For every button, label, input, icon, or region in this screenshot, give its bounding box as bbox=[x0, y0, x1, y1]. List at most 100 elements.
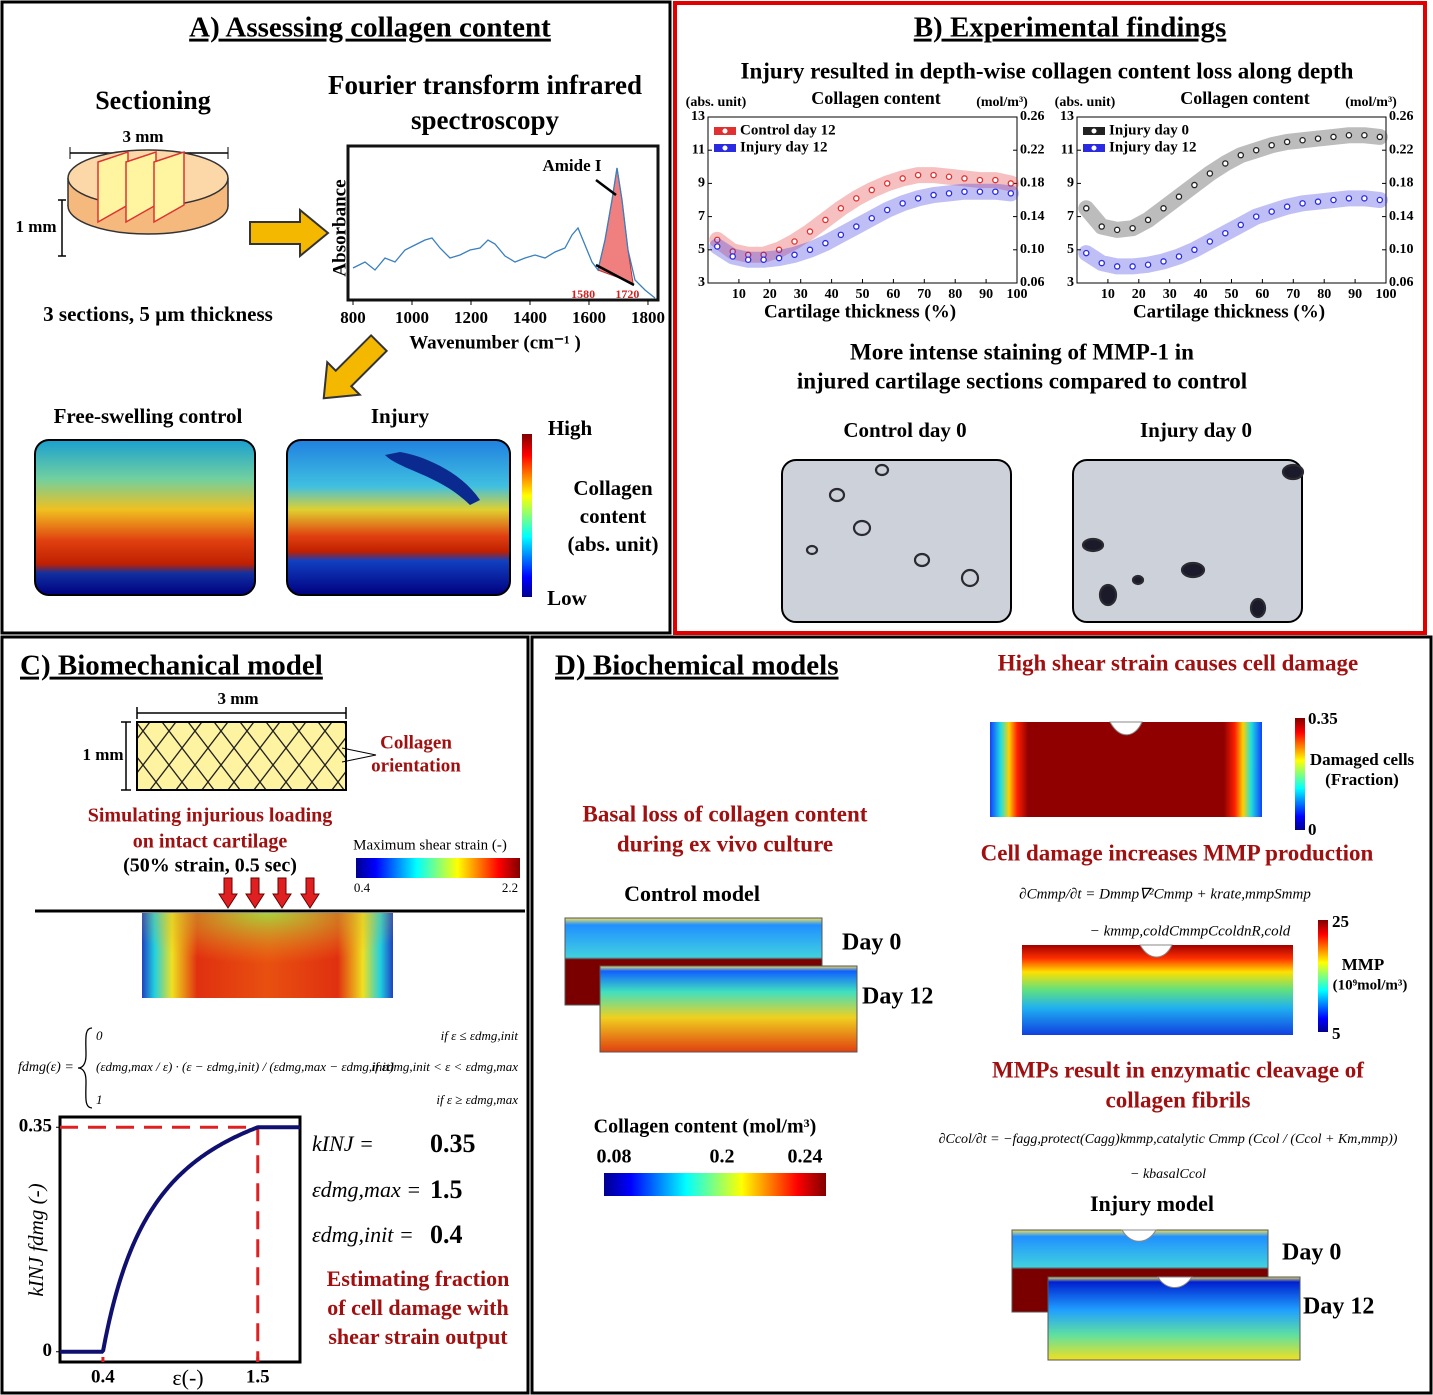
parameter-label: εdmg,init = bbox=[312, 1222, 414, 1247]
x-tick-label: 50 bbox=[856, 287, 870, 302]
dimension-line bbox=[58, 200, 66, 256]
data-point bbox=[1115, 264, 1120, 269]
label: (Fraction) bbox=[1325, 770, 1399, 789]
colorbar bbox=[522, 434, 532, 597]
panel-title: A) Assessing collagen content bbox=[189, 12, 551, 44]
shear-map-top bbox=[142, 913, 393, 998]
data-point bbox=[838, 232, 843, 237]
data-point bbox=[854, 224, 859, 229]
y-tick-label: 5 bbox=[1067, 242, 1074, 257]
heading: More intense staining of MMP-1 in bbox=[850, 339, 1194, 364]
data-point bbox=[931, 173, 936, 178]
data-point bbox=[1300, 201, 1305, 206]
label: 0 bbox=[1308, 820, 1317, 839]
data-point bbox=[1238, 222, 1243, 227]
y-tick-label: 9 bbox=[1067, 176, 1074, 191]
heading: Cell damage increases MMP production bbox=[981, 840, 1374, 865]
label: 25 bbox=[1332, 912, 1349, 931]
data-point bbox=[1285, 204, 1290, 209]
x-tick-label: 30 bbox=[794, 287, 808, 302]
parameter-label: εdmg,max = bbox=[312, 1177, 421, 1202]
data-point bbox=[931, 192, 936, 197]
data-point bbox=[1238, 153, 1243, 158]
label: shear strain output bbox=[328, 1324, 508, 1349]
x-tick-label: 100 bbox=[1007, 287, 1028, 302]
legend-label: Injury day 12 bbox=[1109, 139, 1197, 155]
heading: MMPs result in enzymatic cleavage of bbox=[992, 1057, 1364, 1082]
x-tick-label: 20 bbox=[1132, 287, 1146, 302]
label: Day 0 bbox=[1282, 1240, 1341, 1266]
stained-cell bbox=[1083, 539, 1103, 551]
heading: High shear strain causes cell damage bbox=[998, 650, 1359, 675]
equation: − kmmp,coldCmmpCcoldnR,cold bbox=[1090, 923, 1291, 939]
x-tick-label: 1400 bbox=[513, 308, 547, 327]
label: 0.4 bbox=[354, 880, 371, 895]
data-point bbox=[1315, 199, 1320, 204]
y2-tick-label: 0.26 bbox=[1020, 109, 1045, 124]
label: 0.35 bbox=[1308, 709, 1338, 728]
y-tick-label: 0.35 bbox=[19, 1116, 52, 1137]
data-point bbox=[885, 207, 890, 212]
legend-marker bbox=[722, 145, 728, 151]
data-point bbox=[885, 181, 890, 186]
colorbar bbox=[356, 858, 520, 878]
label: 2.2 bbox=[502, 880, 518, 895]
label: Collagen bbox=[380, 732, 452, 753]
data-point bbox=[807, 229, 812, 234]
fibers bbox=[137, 722, 346, 790]
data-point bbox=[1362, 196, 1367, 201]
x-tick-label: 90 bbox=[979, 287, 993, 302]
data-point bbox=[1176, 254, 1181, 259]
data-point bbox=[1300, 138, 1305, 143]
x-tick-label: 1.5 bbox=[246, 1366, 270, 1387]
data-point bbox=[1130, 264, 1135, 269]
data-point bbox=[838, 206, 843, 211]
stained-cell bbox=[1100, 585, 1116, 605]
colorbar-label: 0.08 bbox=[597, 1146, 632, 1168]
y2-tick-label: 0.14 bbox=[1389, 209, 1414, 224]
data-point bbox=[1223, 231, 1228, 236]
data-point bbox=[1145, 262, 1150, 267]
stain-image bbox=[782, 460, 1011, 622]
data-point bbox=[1130, 226, 1135, 231]
data-point bbox=[1377, 197, 1382, 202]
damage-map bbox=[990, 722, 1262, 817]
load-arrow bbox=[273, 878, 291, 908]
data-point bbox=[715, 244, 720, 249]
x-tick-label: 10 bbox=[732, 287, 746, 302]
figure: A) Assessing collagen contentSectioning3… bbox=[0, 0, 1433, 1395]
data-point bbox=[977, 177, 982, 182]
data-point bbox=[1207, 171, 1212, 176]
x-tick-label: 70 bbox=[917, 287, 931, 302]
peak-label: 1580 bbox=[571, 287, 595, 301]
axis-label: Cartilage thickness (%) bbox=[1133, 301, 1325, 322]
label: on intact cartilage bbox=[133, 831, 288, 853]
label: (50% strain, 0.5 sec) bbox=[123, 855, 297, 877]
label: 3 mm bbox=[122, 127, 163, 146]
parameter-value: 0.4 bbox=[430, 1220, 463, 1249]
subtitle: Injury resulted in depth-wise collagen c… bbox=[741, 58, 1354, 83]
data-point bbox=[962, 176, 967, 181]
label: orientation bbox=[371, 755, 461, 776]
legend-label: Injury day 12 bbox=[740, 139, 828, 155]
y-tick-label: 5 bbox=[698, 242, 705, 257]
data-point bbox=[1315, 136, 1320, 141]
label: Collagen content (mol/m³) bbox=[594, 1116, 817, 1138]
label: Day 12 bbox=[862, 984, 933, 1010]
x-tick-label: 10 bbox=[1101, 287, 1115, 302]
label: Maximum shear strain (-) bbox=[353, 837, 507, 853]
data-point bbox=[792, 239, 797, 244]
colorbar-label: 0.2 bbox=[710, 1146, 735, 1168]
y-tick-label: 9 bbox=[698, 176, 705, 191]
panel-title: C) Biomechanical model bbox=[20, 650, 323, 682]
x-tick-label: 1800 bbox=[631, 308, 665, 327]
x-tick-label: 40 bbox=[1194, 287, 1208, 302]
panel-title: D) Biochemical models bbox=[555, 650, 839, 682]
data-point bbox=[823, 217, 828, 222]
axis-label: Wavenumber (cm⁻¹ ) bbox=[409, 332, 581, 353]
label: Injury bbox=[371, 404, 430, 428]
load-arrow bbox=[301, 878, 319, 908]
data-point bbox=[854, 196, 859, 201]
data-point bbox=[946, 191, 951, 196]
data-point bbox=[900, 201, 905, 206]
